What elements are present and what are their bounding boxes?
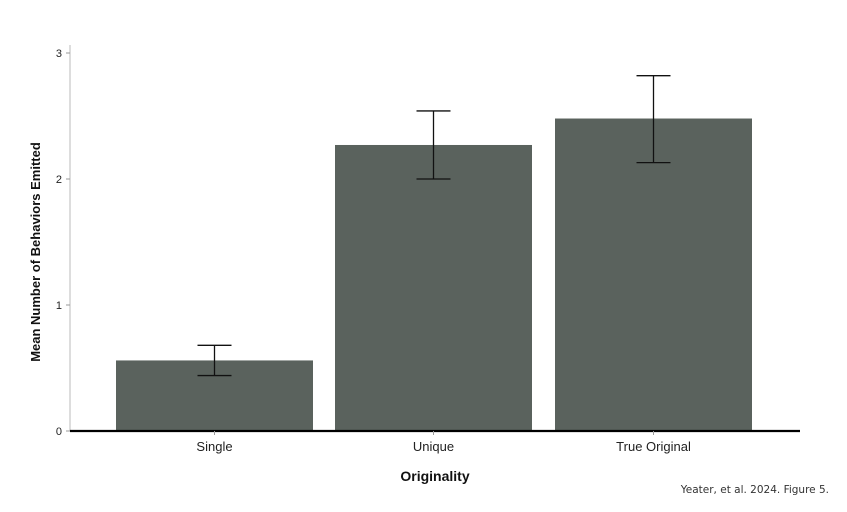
bar [335,144,532,432]
bars [116,118,752,432]
error-bar [197,344,232,377]
x-tick-label: True Original [616,439,691,454]
x-axis-label: Originality [400,468,469,484]
figure-citation: Yeater, et al. 2024. Figure 5. [680,484,829,496]
y-tick-label: 2 [56,174,62,186]
x-tick-label: Single [196,439,232,454]
error-bar [636,75,671,164]
error-bars [197,75,671,377]
y-axis-label: Mean Number of Behaviors Emitted [28,142,43,362]
x-tick-label: Unique [413,439,454,454]
y-tick-label: 1 [56,300,62,312]
bar [555,118,752,432]
y-tick-label: 3 [56,48,62,60]
y-tick-label: 0 [56,426,62,438]
error-bar [416,110,451,180]
y-axis: 0 1 2 3 [56,45,71,438]
x-axis: Single Unique True Original [70,429,800,454]
